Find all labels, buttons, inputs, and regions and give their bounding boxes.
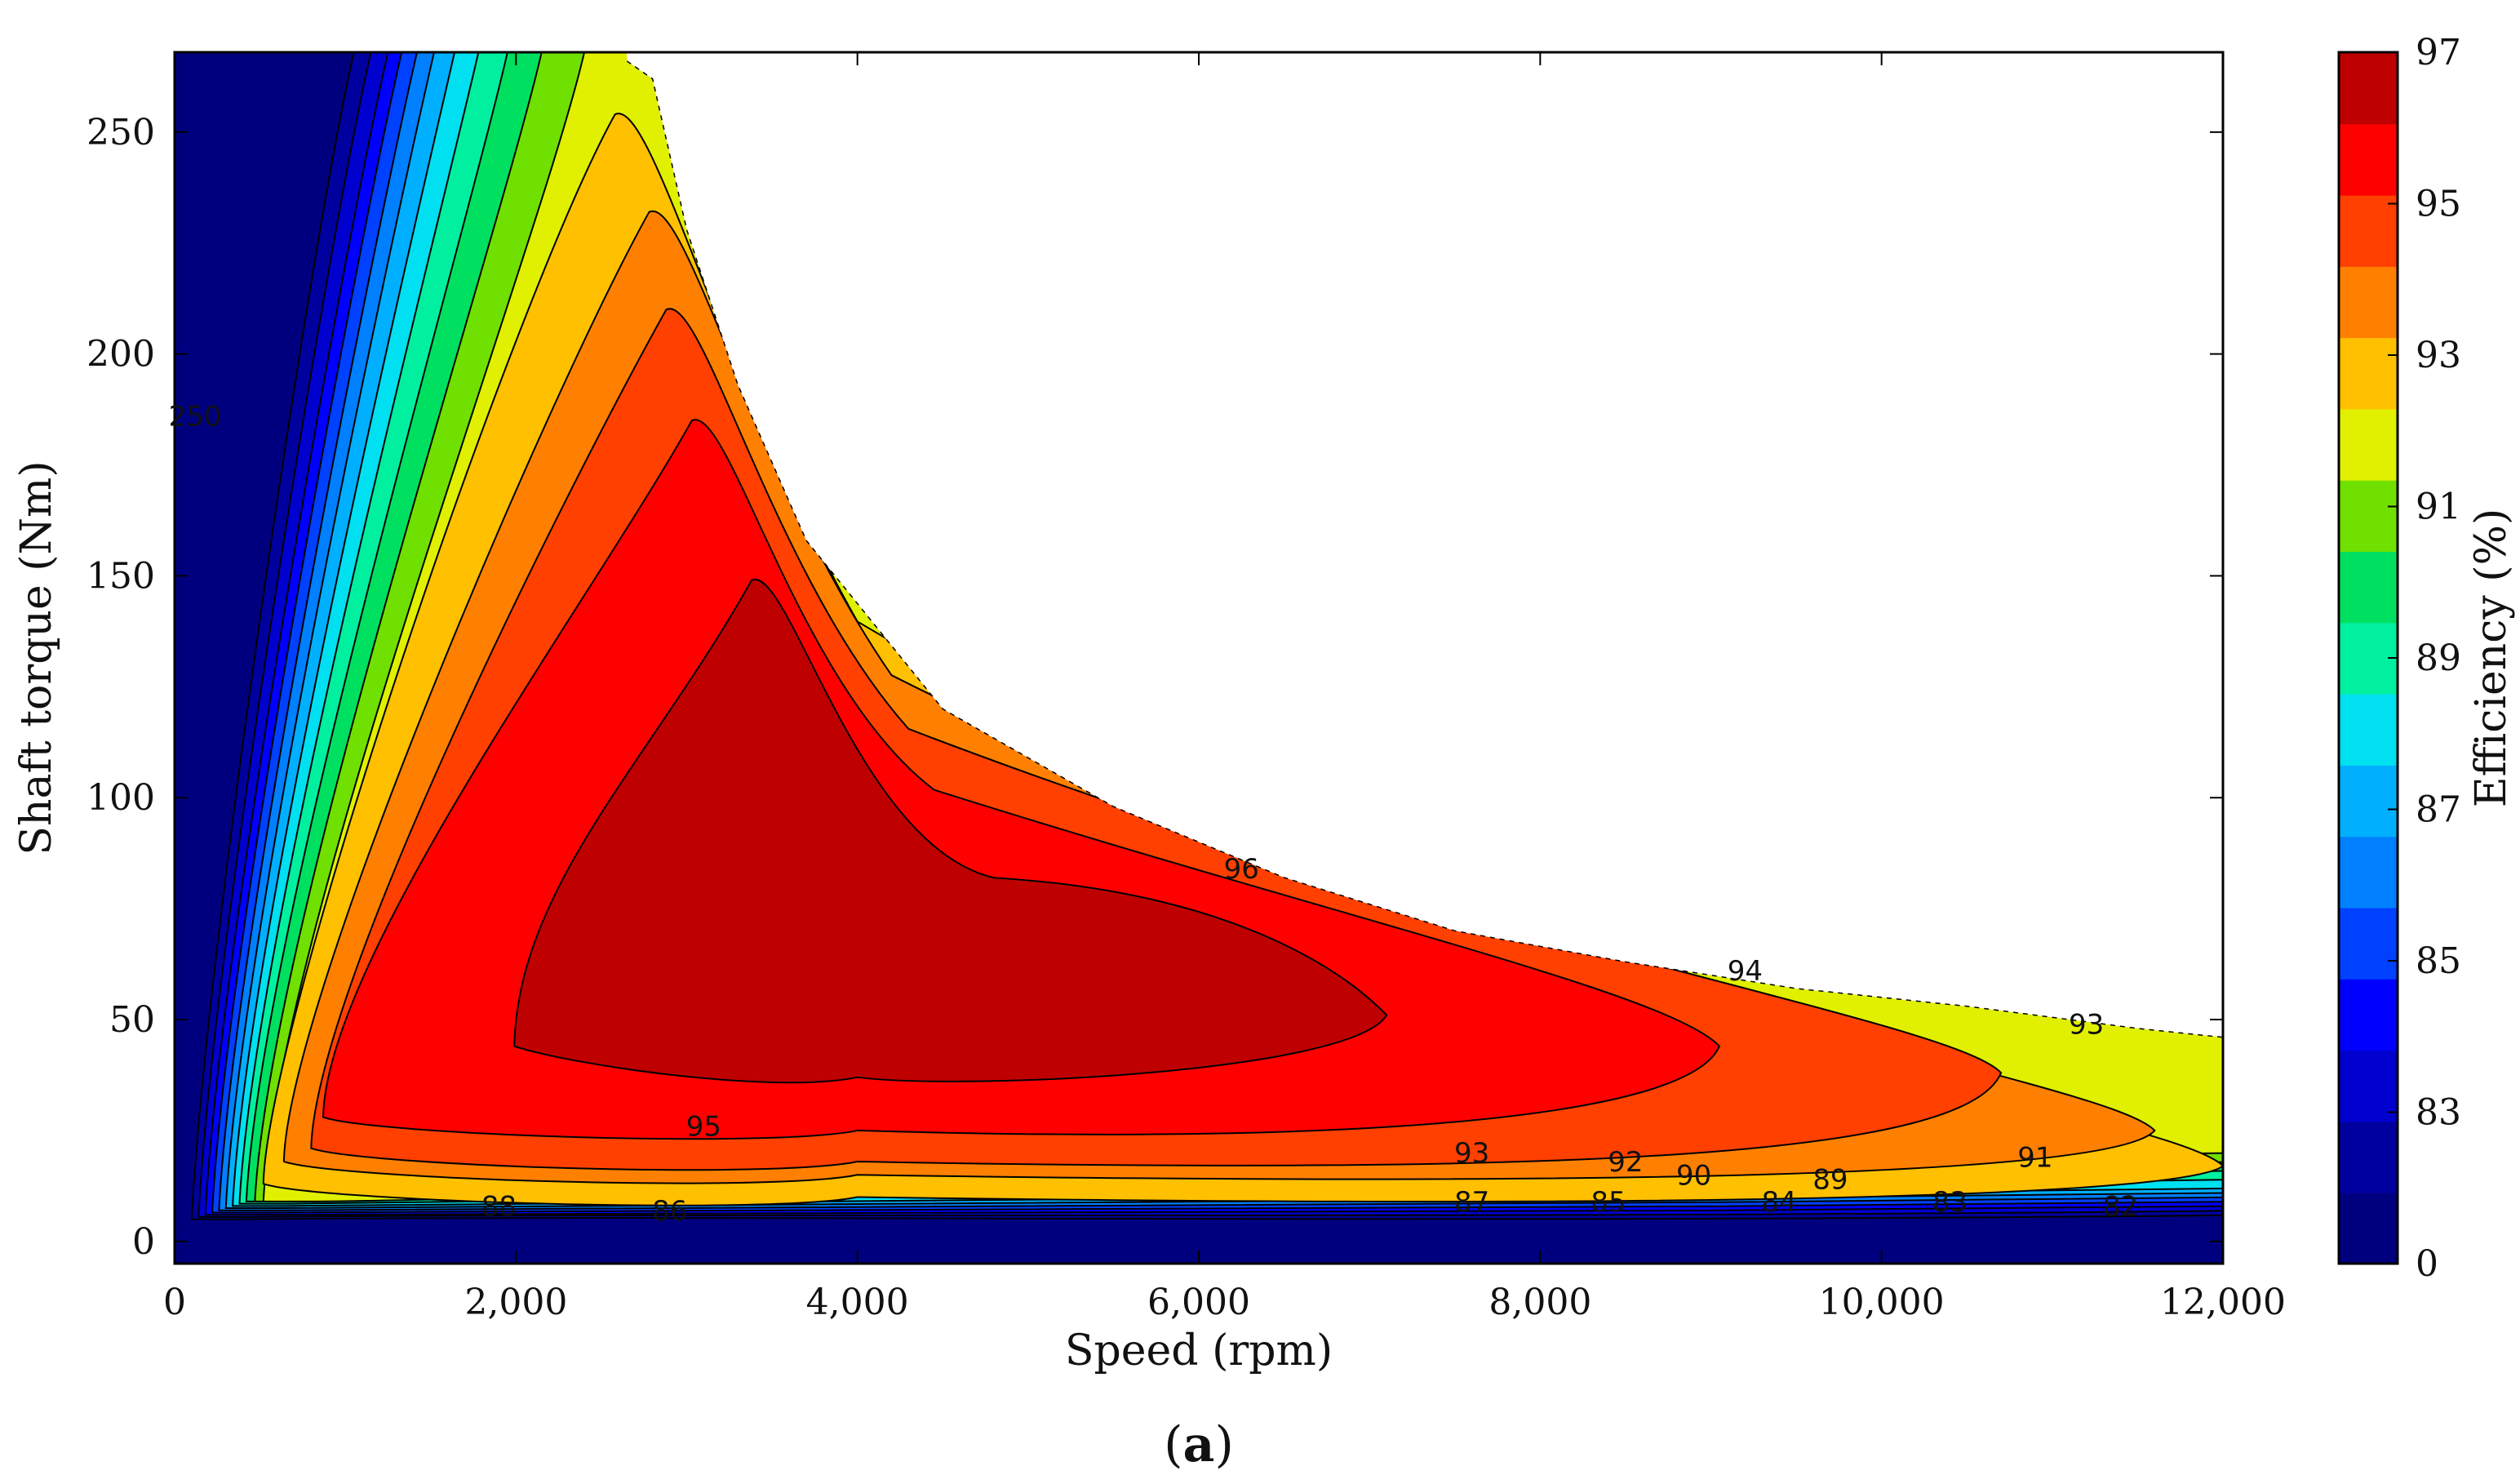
colorbar-title: Efficiency (%) — [2467, 509, 2516, 808]
colorbar-segment-86 — [2339, 836, 2398, 909]
contour-label-93: 93 — [2069, 1008, 2104, 1041]
panel-label-letter: a — [1183, 1416, 1215, 1473]
contour-label-91: 91 — [2017, 1142, 2052, 1175]
colorbar-tick-label: 0 — [2416, 1243, 2438, 1285]
colorbar-segment-82 — [2339, 1121, 2398, 1193]
contour-label-96: 96 — [1224, 853, 1259, 886]
colorbar-segment-95 — [2339, 194, 2398, 267]
x-axis-title: Speed (rpm) — [1065, 1326, 1333, 1375]
colorbar-tick-label: 85 — [2416, 940, 2461, 982]
contour-label-88: 88 — [481, 1190, 517, 1223]
contour-label-95: 95 — [686, 1110, 721, 1143]
y-tick-label: 200 — [87, 334, 155, 375]
contour-label-84: 84 — [1762, 1186, 1797, 1219]
panel-label-close: ) — [1214, 1416, 1233, 1473]
above-torque-limit-mask — [627, 52, 2223, 1037]
contour-label-90: 90 — [1676, 1159, 1711, 1192]
y-tick-label: 0 — [132, 1221, 155, 1263]
colorbar-segment-97 — [2339, 52, 2398, 125]
colorbar-tick-label: 91 — [2416, 487, 2461, 528]
colorbar-segment-83 — [2339, 1050, 2398, 1122]
contour-label-86: 86 — [652, 1195, 687, 1228]
contour-label-82: 82 — [2103, 1190, 2138, 1223]
x-tick-label: 10,000 — [1819, 1282, 1945, 1323]
y-axis-title: Shaft torque (Nm) — [12, 460, 61, 855]
x-tick-label: 0 — [163, 1282, 186, 1323]
colorbar-tick-label: 95 — [2416, 184, 2461, 225]
y-tick-label: 100 — [87, 777, 155, 819]
contour-label-83: 83 — [1932, 1186, 1968, 1219]
contour-label-92: 92 — [1608, 1146, 1643, 1179]
colorbar-segment-92 — [2339, 408, 2398, 481]
colorbar-segment-93 — [2339, 337, 2398, 410]
contour-label-93: 93 — [1454, 1137, 1489, 1170]
colorbar-segment-87 — [2339, 764, 2398, 838]
y-tick-label: 50 — [109, 999, 155, 1041]
contour-label-89: 89 — [1812, 1164, 1848, 1197]
colorbar-segment-90 — [2339, 551, 2398, 624]
axes: 0 2,000 4,000 6,000 8,000 10,000 12,000 0 50 100 1… — [87, 51, 2286, 1323]
colorbar-segment-91 — [2339, 479, 2398, 553]
colorbar-tick-label: 89 — [2416, 638, 2461, 679]
y-tick-label: 250 — [87, 112, 155, 153]
x-tick-label: 12,000 — [2160, 1282, 2286, 1323]
colorbar-tick-label: 93 — [2416, 335, 2461, 376]
x-tick-label: 2,000 — [464, 1282, 567, 1323]
colorbar: 0 83 85 87 89 91 93 95 97 — [2337, 32, 2461, 1285]
x-tick-label: 4,000 — [806, 1282, 909, 1323]
colorbar-tick-label: 87 — [2416, 789, 2461, 831]
contour-label-layer: 250 96 94 93 95 93 92 90 89 91 88 86 87 85 84 83 82 — [169, 401, 2138, 1228]
torque-limit-curve — [626, 60, 2223, 1038]
colorbar-segment-0 — [2339, 1192, 2398, 1264]
panel-label-open: ( — [1164, 1416, 1182, 1473]
contour-label-87: 87 — [1454, 1186, 1489, 1219]
contour-label-85: 85 — [1591, 1186, 1626, 1219]
colorbar-segment-96 — [2339, 123, 2398, 196]
colorbar-tick-label: 83 — [2416, 1092, 2461, 1134]
colorbar-segment-94 — [2339, 265, 2398, 339]
contour-label-250: 250 — [169, 401, 222, 433]
efficiency-region-97 — [513, 579, 1388, 1084]
panel-label: (a) — [1164, 1416, 1234, 1473]
x-tick-label: 6,000 — [1147, 1282, 1250, 1323]
colorbar-tick-label: 97 — [2416, 32, 2461, 73]
colorbar-segment-88 — [2339, 693, 2398, 766]
contour-label-94: 94 — [1728, 955, 1763, 988]
colorbar-segment-84 — [2339, 978, 2398, 1051]
y-tick-label: 150 — [87, 555, 155, 597]
colorbar-segment-85 — [2339, 907, 2398, 980]
x-tick-label: 8,000 — [1488, 1282, 1591, 1323]
